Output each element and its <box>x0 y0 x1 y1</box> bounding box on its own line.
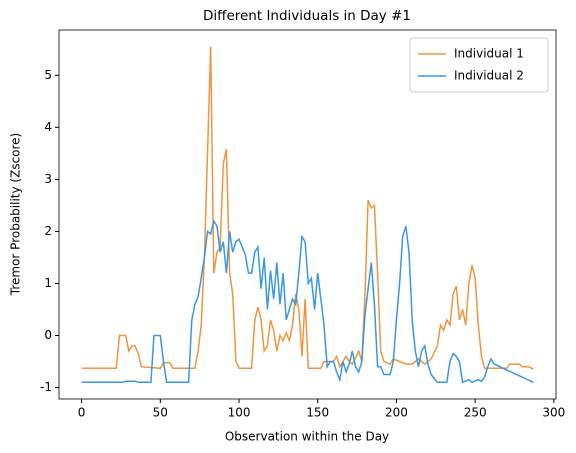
line <box>81 46 534 370</box>
x-tick-label: 200 <box>385 406 408 420</box>
legend-label: Individual 2 <box>454 69 524 83</box>
y-tick-label: 1 <box>44 276 52 290</box>
y-tick-label: 2 <box>44 224 52 238</box>
y-tick-label: 4 <box>44 120 52 134</box>
x-tick-label: 50 <box>153 406 168 420</box>
x-axis-label: Observation within the Day <box>225 430 389 444</box>
x-tick-label: 150 <box>306 406 329 420</box>
legend-label: Individual 1 <box>454 47 524 61</box>
chart-title: Different Individuals in Day #1 <box>203 8 411 24</box>
plot-frame <box>58 29 557 400</box>
x-tick-label: 100 <box>228 406 251 420</box>
y-tick-label: 3 <box>44 172 52 186</box>
x-tick-label: 0 <box>78 406 86 420</box>
y-tick-label: -1 <box>40 380 52 394</box>
y-tick-label: 5 <box>44 68 52 82</box>
y-axis-label: Tremor Probability (Zscore) <box>9 133 23 296</box>
legend-box <box>409 37 549 93</box>
x-tick-label: 250 <box>464 406 487 420</box>
y-tick-label: 0 <box>44 328 52 342</box>
x-tick-label: 300 <box>542 406 565 420</box>
line <box>81 219 534 384</box>
